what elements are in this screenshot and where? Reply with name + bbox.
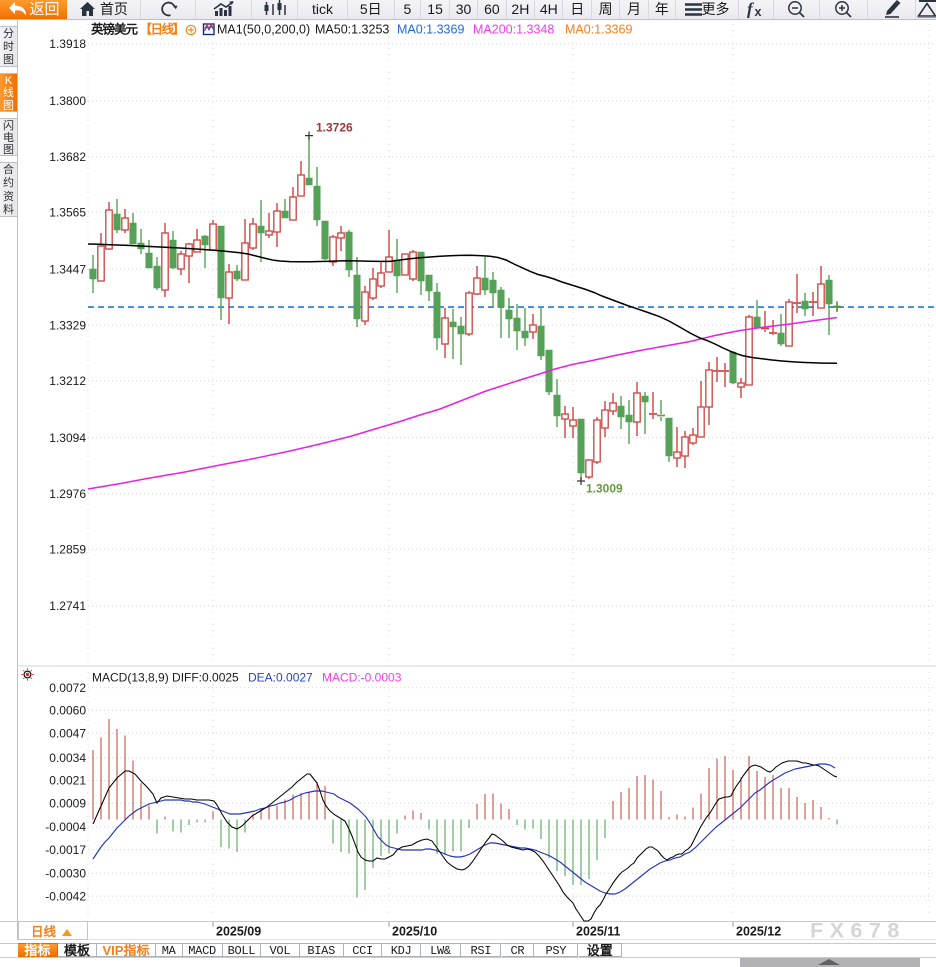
svg-text:1.3918: 1.3918 (49, 37, 86, 51)
svg-text:1.3682: 1.3682 (49, 150, 86, 164)
svg-text:-0.0004: -0.0004 (45, 820, 86, 834)
svg-text:MACD:-0.0003: MACD:-0.0003 (322, 671, 402, 685)
svg-text:1.2859: 1.2859 (49, 542, 86, 556)
svg-text:1.3800: 1.3800 (49, 94, 86, 108)
svg-text:MA50:1.3253: MA50:1.3253 (315, 23, 389, 37)
svg-text:1.2741: 1.2741 (49, 599, 86, 613)
svg-text:日线: 日线 (31, 924, 57, 939)
svg-text:MA0:1.3369: MA0:1.3369 (397, 23, 464, 37)
svg-text:1.3726: 1.3726 (316, 121, 353, 135)
svg-text:DEA:0.0027: DEA:0.0027 (248, 671, 313, 685)
svg-text:0.0009: 0.0009 (49, 797, 86, 811)
svg-text:MACD(13,8,9) DIFF:0.0025: MACD(13,8,9) DIFF:0.0025 (92, 671, 239, 685)
svg-text:0.0060: 0.0060 (49, 704, 86, 718)
svg-text:-0.0017: -0.0017 (45, 843, 86, 857)
svg-text:1.3212: 1.3212 (49, 374, 86, 388)
svg-text:f: f (747, 1, 755, 18)
svg-text:MA200:1.3348: MA200:1.3348 (473, 23, 554, 37)
svg-text:0.0072: 0.0072 (49, 681, 86, 695)
svg-text:1.3447: 1.3447 (49, 262, 86, 276)
svg-text:英镑美元: 英镑美元 (91, 22, 138, 37)
svg-text:-0.0042: -0.0042 (45, 889, 86, 903)
svg-text:1.2976: 1.2976 (49, 487, 86, 501)
svg-text:2025/09: 2025/09 (216, 925, 261, 939)
svg-text:1.3009: 1.3009 (586, 482, 623, 496)
svg-text:0.0047: 0.0047 (49, 726, 86, 740)
svg-text:【日线】: 【日线】 (140, 22, 186, 37)
svg-text:0.0021: 0.0021 (49, 774, 86, 788)
svg-text:MA0:1.3369: MA0:1.3369 (565, 23, 632, 37)
svg-text:0.0034: 0.0034 (49, 751, 86, 765)
svg-text:2025/11: 2025/11 (576, 925, 621, 939)
svg-text:1.3094: 1.3094 (49, 431, 86, 445)
svg-text:1.3565: 1.3565 (49, 206, 86, 220)
svg-text:2025/12: 2025/12 (736, 925, 781, 939)
svg-text:MA1(50,0,200,0): MA1(50,0,200,0) (217, 23, 310, 37)
svg-text:1.3329: 1.3329 (49, 319, 86, 333)
svg-text:x: x (755, 5, 762, 18)
svg-text:-0.0030: -0.0030 (45, 866, 86, 880)
svg-text:FX678: FX678 (810, 919, 906, 943)
svg-text:2025/10: 2025/10 (392, 925, 437, 939)
